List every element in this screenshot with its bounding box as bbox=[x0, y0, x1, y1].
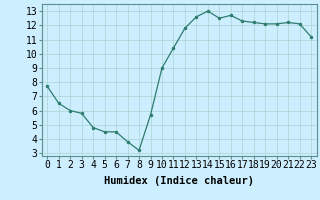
X-axis label: Humidex (Indice chaleur): Humidex (Indice chaleur) bbox=[104, 176, 254, 186]
